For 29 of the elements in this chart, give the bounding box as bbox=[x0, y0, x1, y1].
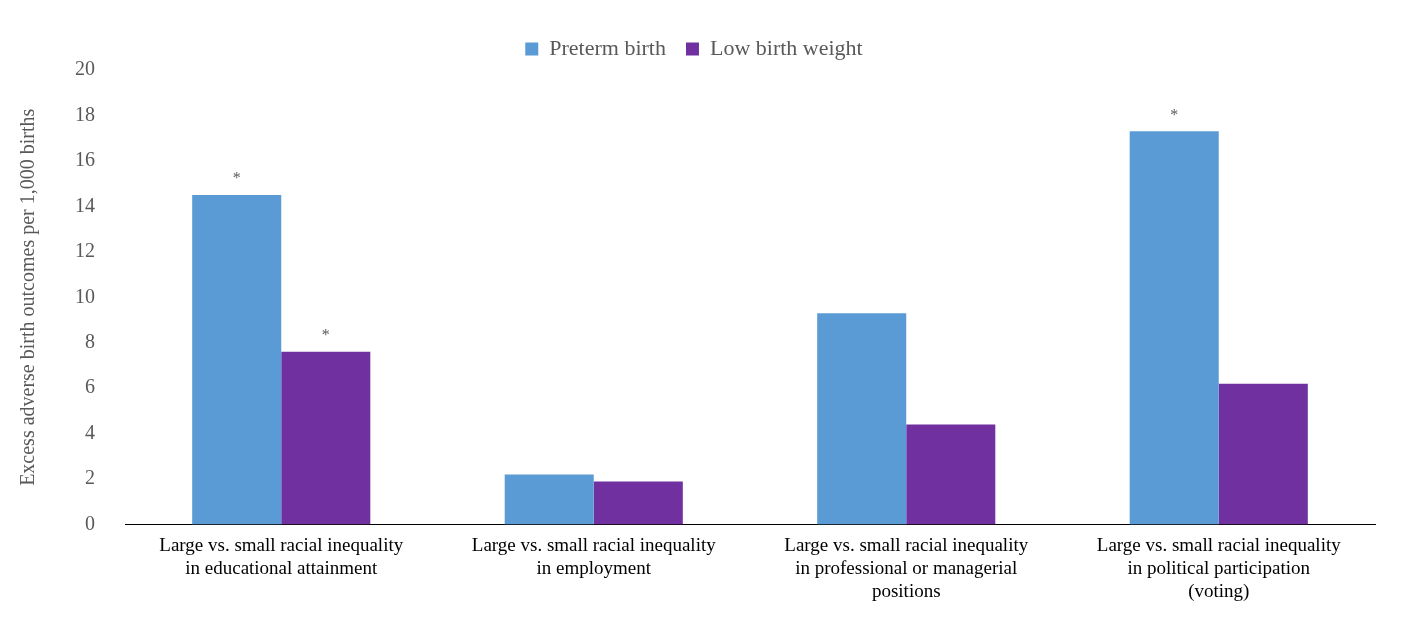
bar bbox=[504, 474, 594, 525]
bar bbox=[593, 481, 683, 525]
legend-label: Preterm birth bbox=[549, 34, 666, 60]
x-tick-label: Large vs. small racial inequality in educational attainment bbox=[159, 533, 404, 578]
x-tick-label: Large vs. small racial inequality in political participation (voting) bbox=[1096, 533, 1342, 602]
bar bbox=[281, 351, 371, 525]
y-axis-title: Excess adverse birth outcomes per 1,000 births bbox=[16, 108, 40, 486]
bar bbox=[1129, 131, 1219, 525]
y-tick-label: 6 bbox=[85, 375, 95, 398]
y-tick-label: 2 bbox=[85, 466, 95, 489]
annotation: * bbox=[232, 169, 241, 187]
y-tick-label: 8 bbox=[85, 330, 95, 353]
bar bbox=[817, 313, 907, 525]
x-tick-label: Large vs. small racial inequality in professional or managerial positions bbox=[784, 533, 1029, 601]
legend-label: Low birth weight bbox=[709, 34, 863, 60]
y-tick-label: 10 bbox=[75, 284, 95, 307]
bar bbox=[1218, 383, 1308, 525]
y-tick-label: 12 bbox=[75, 239, 95, 262]
bar bbox=[192, 195, 282, 525]
y-tick-label: 16 bbox=[75, 148, 95, 171]
annotation: * bbox=[1170, 105, 1179, 123]
y-tick-label: 18 bbox=[75, 102, 95, 125]
y-tick-label: 4 bbox=[85, 420, 95, 443]
y-tick-label: 20 bbox=[75, 57, 95, 80]
x-tick-label: Large vs. small racial inequality in employment bbox=[471, 533, 717, 578]
y-tick-label: 0 bbox=[85, 511, 95, 534]
y-tick-label: 14 bbox=[75, 193, 95, 216]
annotation: * bbox=[321, 326, 330, 344]
bar bbox=[906, 424, 996, 525]
